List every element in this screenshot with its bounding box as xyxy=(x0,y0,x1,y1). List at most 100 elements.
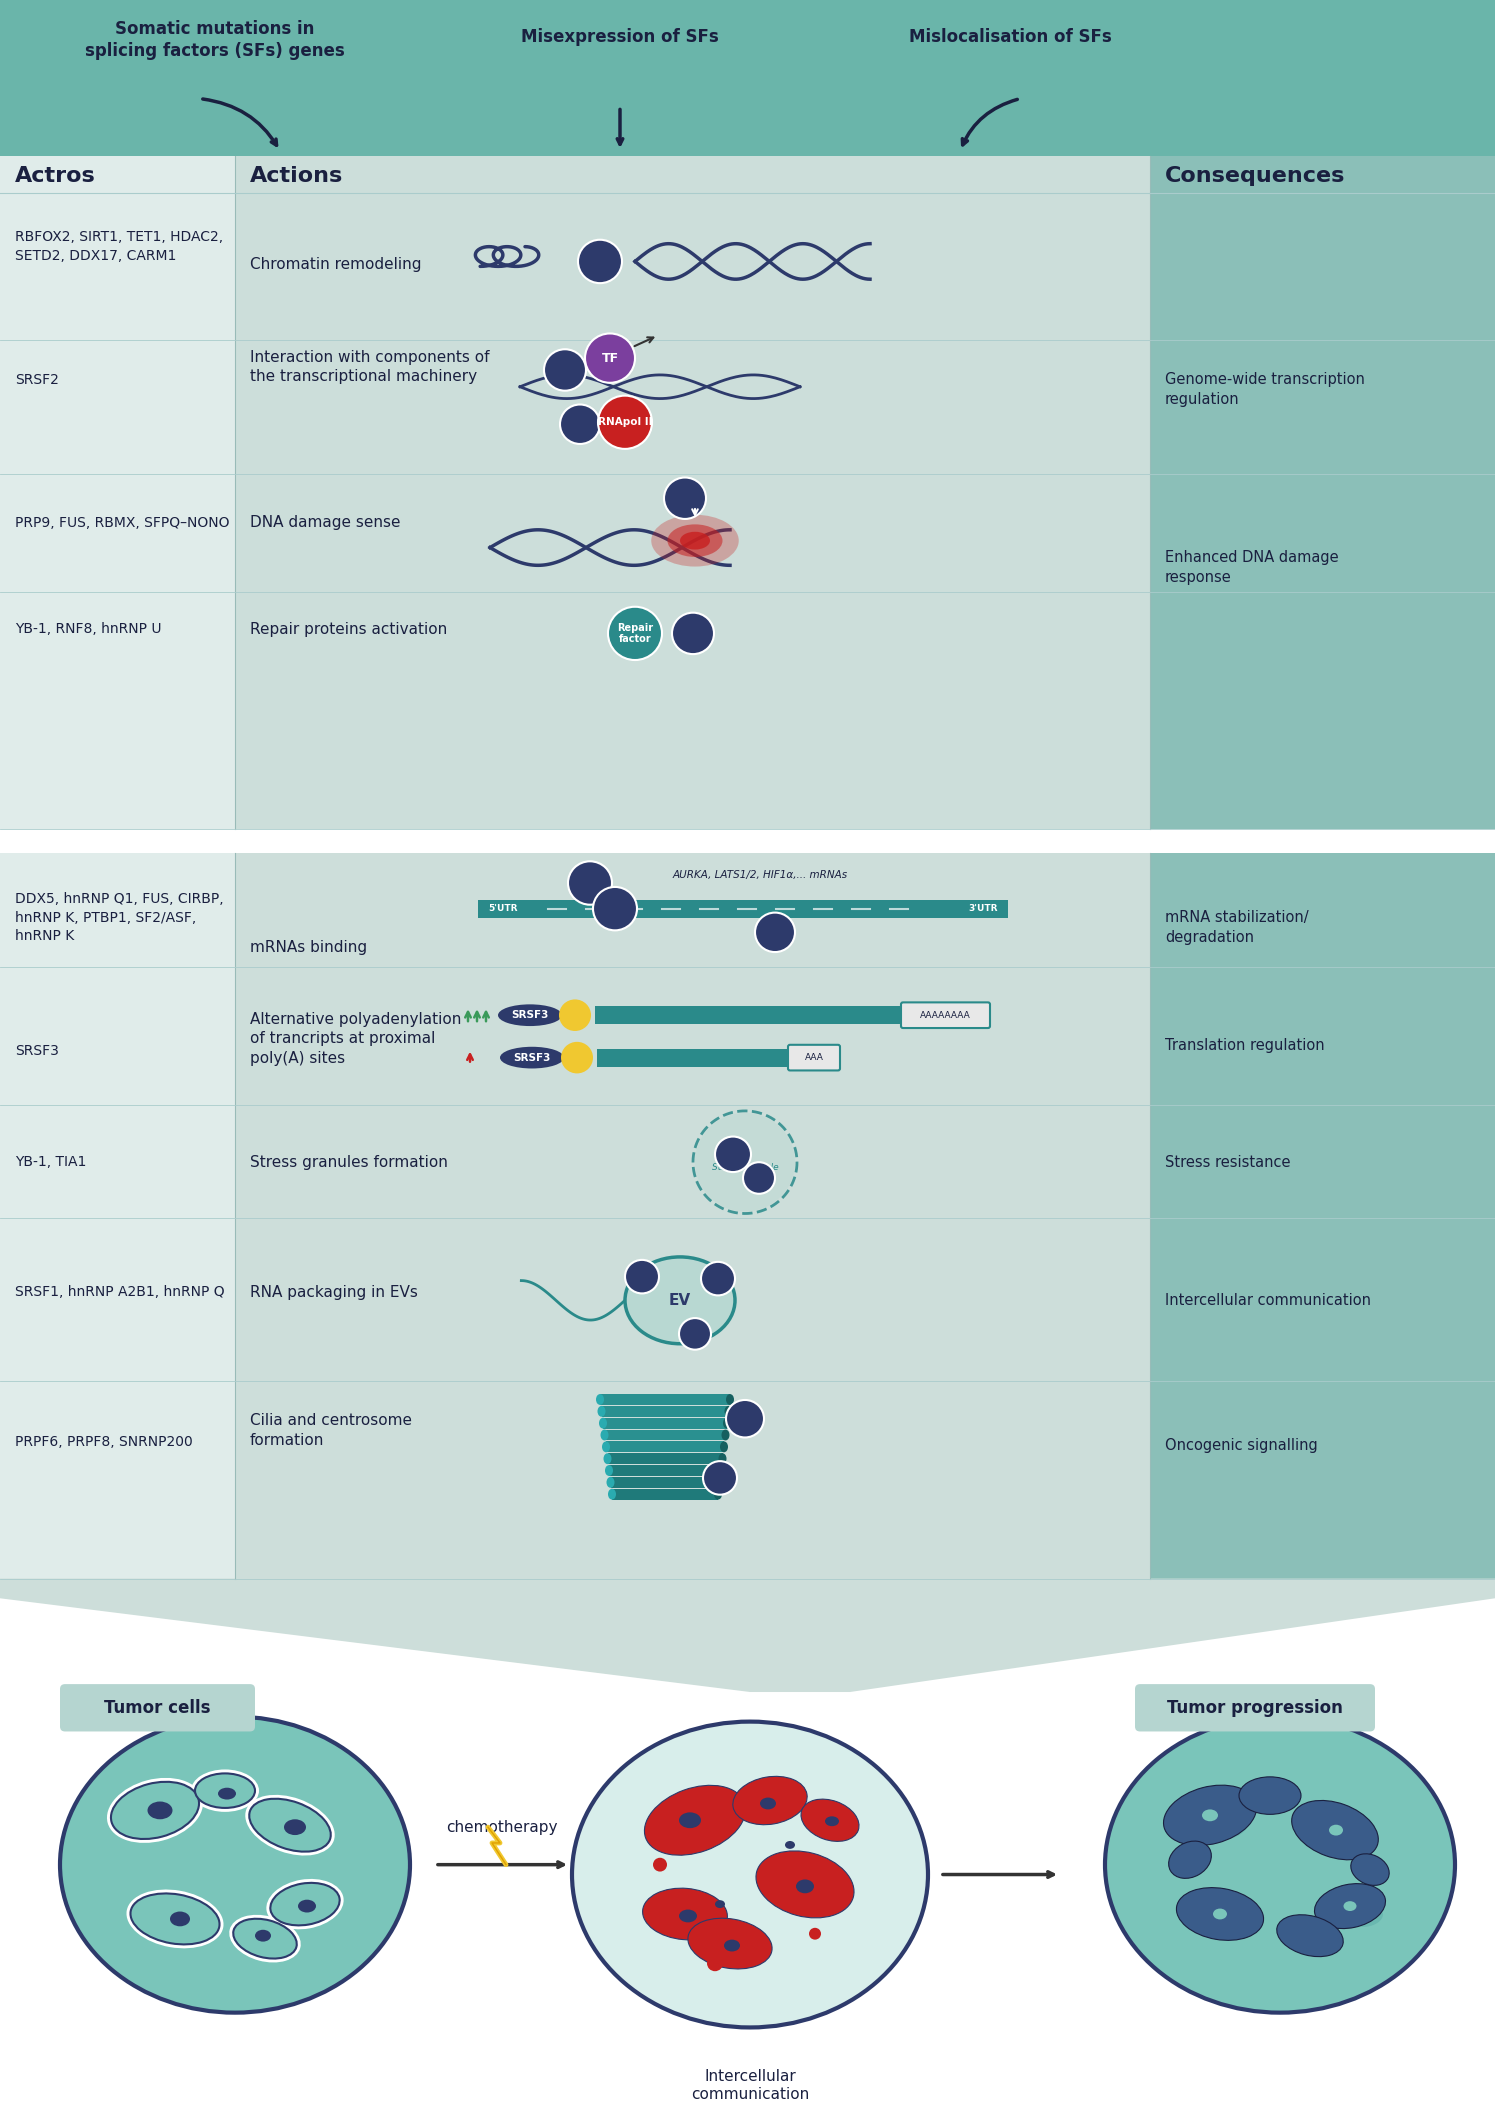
Text: SF: SF xyxy=(767,928,783,936)
Circle shape xyxy=(664,478,706,520)
Text: Repair
factor: Repair factor xyxy=(617,623,653,644)
Ellipse shape xyxy=(724,1418,731,1429)
Bar xyxy=(478,901,1008,917)
Text: SRSF3: SRSF3 xyxy=(15,1044,58,1058)
Ellipse shape xyxy=(1347,1904,1383,1927)
Text: SRSF1, hnRNP A2B1, hnRNP Q: SRSF1, hnRNP A2B1, hnRNP Q xyxy=(15,1286,224,1300)
FancyBboxPatch shape xyxy=(60,1683,256,1732)
Text: Stress Granule: Stress Granule xyxy=(712,1164,779,1172)
Text: Actros: Actros xyxy=(15,166,96,185)
Ellipse shape xyxy=(194,1774,256,1807)
Ellipse shape xyxy=(60,1717,410,2014)
Ellipse shape xyxy=(233,1919,298,1959)
Circle shape xyxy=(679,1317,712,1349)
Ellipse shape xyxy=(498,1004,562,1027)
Ellipse shape xyxy=(716,1477,724,1488)
Circle shape xyxy=(834,1894,846,1904)
Text: SRSF3: SRSF3 xyxy=(511,1010,549,1020)
Text: 5'UTR: 5'UTR xyxy=(487,905,517,913)
Ellipse shape xyxy=(130,1894,220,1944)
Ellipse shape xyxy=(604,1454,611,1464)
Ellipse shape xyxy=(111,1782,199,1839)
Bar xyxy=(0,854,235,1578)
Text: SF: SF xyxy=(582,877,599,890)
Ellipse shape xyxy=(597,1395,604,1405)
Text: SRSF2: SRSF2 xyxy=(15,372,58,387)
Ellipse shape xyxy=(1344,1902,1356,1910)
Ellipse shape xyxy=(825,1816,839,1826)
Ellipse shape xyxy=(625,1256,736,1344)
Text: Consequences: Consequences xyxy=(1165,166,1346,185)
Ellipse shape xyxy=(652,515,739,566)
Text: Oncogenic signalling: Oncogenic signalling xyxy=(1165,1437,1317,1454)
Ellipse shape xyxy=(1163,1784,1256,1845)
Circle shape xyxy=(653,1858,667,1873)
Bar xyxy=(599,1395,730,1405)
Circle shape xyxy=(701,1262,736,1296)
Text: RNA packaging in EVs: RNA packaging in EVs xyxy=(250,1286,419,1300)
Circle shape xyxy=(671,612,715,654)
Ellipse shape xyxy=(601,1429,608,1441)
Ellipse shape xyxy=(271,1883,339,1925)
Circle shape xyxy=(777,1778,792,1793)
Circle shape xyxy=(727,1399,764,1437)
Ellipse shape xyxy=(1329,1824,1371,1856)
Ellipse shape xyxy=(718,1464,725,1475)
Text: PRP9, FUS, RBMX, SFPQ–NONO: PRP9, FUS, RBMX, SFPQ–NONO xyxy=(15,515,230,530)
Ellipse shape xyxy=(170,1913,190,1927)
Bar xyxy=(1150,854,1495,1578)
Ellipse shape xyxy=(759,1797,776,1809)
Ellipse shape xyxy=(1292,1801,1378,1860)
Ellipse shape xyxy=(795,1879,813,1894)
Circle shape xyxy=(608,606,662,661)
Ellipse shape xyxy=(719,1454,727,1464)
Text: Actions: Actions xyxy=(250,166,344,185)
Ellipse shape xyxy=(725,1405,733,1416)
Text: Translation regulation: Translation regulation xyxy=(1165,1037,1325,1054)
Circle shape xyxy=(568,861,611,905)
Bar xyxy=(608,1464,721,1475)
Bar xyxy=(235,156,1150,829)
Ellipse shape xyxy=(602,1441,610,1452)
Ellipse shape xyxy=(1202,1809,1218,1822)
Bar xyxy=(611,1490,718,1500)
Bar xyxy=(607,1454,722,1464)
Bar xyxy=(604,1429,725,1441)
Ellipse shape xyxy=(245,1795,335,1856)
Text: 3'UTR: 3'UTR xyxy=(969,905,999,913)
Text: Intercellular communication: Intercellular communication xyxy=(1165,1292,1371,1309)
Text: SF: SF xyxy=(752,1174,765,1182)
Ellipse shape xyxy=(607,1477,614,1488)
Ellipse shape xyxy=(727,1395,734,1405)
Text: chemotherapy: chemotherapy xyxy=(446,1820,558,1835)
Bar xyxy=(601,1405,728,1416)
Ellipse shape xyxy=(250,1799,330,1852)
Text: SF: SF xyxy=(712,1273,725,1283)
Bar xyxy=(235,854,1150,1578)
Bar xyxy=(610,1477,719,1488)
Text: Cilia and centrosome
formation: Cilia and centrosome formation xyxy=(250,1414,413,1448)
Text: AAAAAAAA: AAAAAAAA xyxy=(919,1010,970,1020)
Ellipse shape xyxy=(643,1887,728,1940)
Ellipse shape xyxy=(715,1490,722,1500)
Ellipse shape xyxy=(680,532,710,549)
Ellipse shape xyxy=(688,1919,771,1969)
Text: SF: SF xyxy=(685,627,701,640)
Text: Interaction with components of
the transcriptional machinery: Interaction with components of the trans… xyxy=(250,349,489,385)
Ellipse shape xyxy=(218,1788,236,1799)
Text: Somatic mutations in
splicing factors (SFs) genes: Somatic mutations in splicing factors (S… xyxy=(85,19,345,59)
Ellipse shape xyxy=(1314,1883,1386,1929)
Ellipse shape xyxy=(1351,1854,1389,1885)
Bar xyxy=(597,1048,786,1067)
Text: Stress resistance: Stress resistance xyxy=(1165,1155,1290,1170)
Text: SRSF3: SRSF3 xyxy=(513,1052,550,1063)
Text: Stress granules formation: Stress granules formation xyxy=(250,1155,448,1170)
Text: Mislocalisation of SFs: Mislocalisation of SFs xyxy=(909,27,1111,46)
Ellipse shape xyxy=(667,524,722,558)
Circle shape xyxy=(809,1927,821,1940)
Ellipse shape xyxy=(298,1900,315,1913)
Bar xyxy=(605,1441,724,1452)
Text: mRNAs binding: mRNAs binding xyxy=(250,940,368,955)
Bar xyxy=(595,1006,900,1025)
Ellipse shape xyxy=(721,1441,728,1452)
